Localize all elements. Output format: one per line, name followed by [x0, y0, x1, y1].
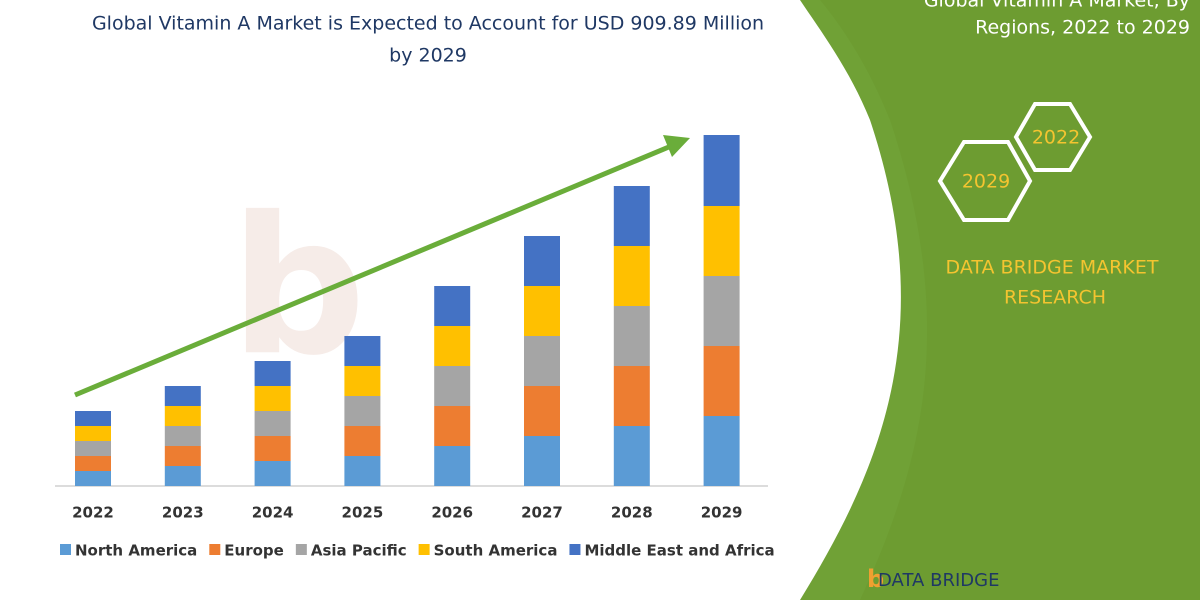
bar-segment [164, 426, 201, 446]
legend-label: North America [75, 542, 197, 560]
bar-segment [613, 306, 650, 366]
chart-title: by 2029 [389, 45, 467, 67]
legend-swatch [209, 544, 221, 555]
bar-segment [703, 416, 740, 486]
panel-title: Global Vitamin A Market, By [924, 0, 1190, 12]
bar-segment [164, 406, 201, 426]
bar-segment [703, 135, 740, 206]
panel-title: Regions, 2022 to 2029 [975, 17, 1190, 39]
bar-segment [613, 186, 650, 246]
hexagon [937, 140, 1033, 222]
x-tick-label: 2023 [162, 504, 204, 522]
bar-segment [344, 336, 381, 366]
brand: RESEARCH [1004, 287, 1106, 309]
chart-title: Global Vitamin A Market is Expected to A… [92, 13, 764, 35]
bar-segment [75, 456, 111, 471]
legend-label: Asia Pacific [311, 542, 407, 560]
bar-segment [524, 336, 560, 386]
bar-segment [613, 426, 650, 486]
bar-segment [75, 471, 111, 486]
legend-swatch [418, 544, 430, 555]
legend-swatch [295, 544, 307, 555]
x-tick-label: 2022 [72, 504, 114, 522]
x-tick-label: 2028 [611, 504, 653, 522]
green-panel-shade [820, 0, 1200, 600]
bar-segment [613, 366, 650, 426]
bar-segment [703, 276, 740, 346]
trend-arrow-head [663, 135, 690, 157]
bar-segment [703, 206, 740, 276]
legend-label: Europe [224, 542, 284, 560]
bar-segment [164, 466, 201, 486]
bar-segment [613, 246, 650, 306]
bar-segment [434, 286, 471, 326]
bar-segment [434, 366, 471, 406]
x-tick-label: 2025 [342, 504, 384, 522]
trend-arrow [74, 141, 677, 398]
legend-swatch [569, 544, 581, 555]
legend-label: Middle East and Africa [584, 542, 774, 560]
bar-segment [344, 396, 381, 426]
legend-swatch [60, 544, 71, 555]
bar-segment [434, 406, 471, 446]
bar-segment [434, 326, 471, 366]
bar-segment [254, 411, 291, 436]
bar-segment [75, 426, 111, 441]
bar-segment [524, 386, 560, 436]
bar-segment [254, 361, 291, 386]
x-tick-label: 2026 [431, 504, 473, 522]
x-tick-label: 2024 [252, 504, 294, 522]
bar-segment [524, 236, 560, 286]
badge: 2022 [1032, 127, 1080, 149]
watermark-b: b [230, 176, 366, 397]
logo-icon: b [867, 565, 884, 593]
bar-segment [75, 411, 111, 426]
bar-segment [344, 426, 381, 456]
bar-segment [254, 386, 291, 411]
bar-segment [75, 441, 111, 456]
bar-segment [344, 456, 381, 486]
bar-segment [254, 436, 291, 461]
bar-segment [164, 446, 201, 466]
bar-segment [703, 346, 740, 416]
bar-segment [164, 386, 201, 406]
brand: DATA BRIDGE MARKET [946, 257, 1159, 279]
x-tick-label: 2029 [701, 504, 743, 522]
bar-segment [344, 366, 381, 396]
hexagon [1013, 102, 1093, 172]
x-tick-label: 2027 [521, 504, 563, 522]
legend-label: South America [434, 542, 558, 560]
bar-segment [524, 286, 560, 336]
badge: 2029 [962, 171, 1010, 193]
bar-segment [524, 436, 560, 486]
logo: DATA BRIDGE [878, 570, 999, 591]
bar-segment [434, 446, 471, 486]
bar-segment [254, 461, 291, 486]
